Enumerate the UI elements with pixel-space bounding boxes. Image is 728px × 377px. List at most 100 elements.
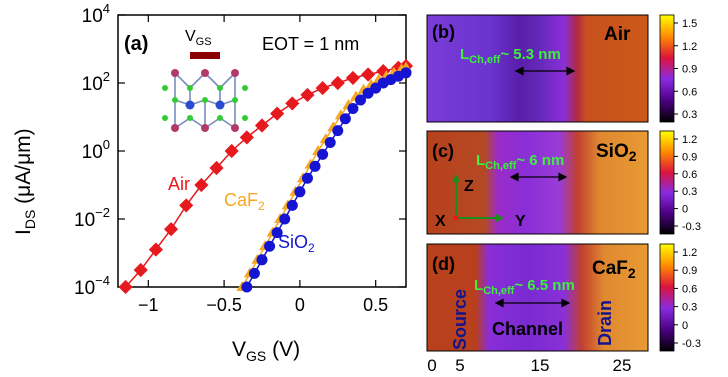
panel-b-medium: Air [604, 24, 631, 45]
x-axis-label: VGS (V) [232, 338, 300, 364]
x-tick-label: −1 [138, 295, 159, 315]
y-axis-icon-label: Y [515, 213, 526, 230]
heatmap-c [426, 130, 649, 235]
x-axis-icon-label: X [435, 213, 446, 230]
data-point-air [254, 118, 270, 133]
data-point-air [133, 262, 148, 278]
data-point-sio2 [332, 125, 344, 137]
panel-d-x-tick-label: 25 [613, 356, 632, 375]
data-point-sio2 [301, 172, 313, 184]
panel-c: (c) SiO2 LCh,eff~ 6 nm Z X Y 1.2 0.9 0.6 0.… [426, 130, 701, 235]
panel-b-label: (b) [432, 22, 455, 42]
data-point-air [361, 67, 376, 82]
colorbar-c [659, 130, 675, 235]
colorbar-tick-label: 1.5 [682, 18, 697, 30]
data-point-sio2 [264, 240, 276, 252]
colorbar-tick-label: 0.6 [682, 169, 697, 181]
colorbar-d [659, 243, 675, 352]
x-tick-label: −0.5 [206, 295, 242, 315]
data-point-air [179, 198, 194, 213]
colorbar-tick-label: 0.9 [682, 265, 697, 277]
data-point-air [163, 222, 179, 237]
data-point-sio2 [347, 103, 359, 114]
data-point-sio2 [400, 67, 412, 79]
panel-d-medium: CaF2 [592, 258, 636, 281]
data-point-sio2 [256, 254, 268, 266]
panel-c-lch: LCh,eff~ 6 nm [476, 152, 564, 172]
colorbar-b [659, 14, 675, 123]
tick-labels: −1 −0.5 0 0.5 10−4 10−2 100 102 104 [74, 1, 388, 315]
data-point-sio2 [339, 113, 351, 125]
data-point-air [194, 177, 209, 193]
data-series [118, 58, 414, 295]
channel-label: Channel [492, 319, 563, 339]
colorbar-tick-label: 0.3 [682, 186, 697, 198]
colorbar-tick-label: -0.3 [682, 338, 701, 350]
data-point-air [148, 242, 163, 257]
x-tick-label: 0 [295, 295, 305, 315]
colorbar-b-ticks: 1.5 1.2 0.9 0.6 0.3 [674, 18, 697, 121]
series-line-caf2 [241, 66, 407, 288]
colorbar-tick-label: 0.3 [682, 109, 697, 121]
y-tick-label: 104 [82, 1, 110, 27]
air-curve-label: Air [168, 174, 190, 194]
colorbar-tick-label: 0.3 [682, 302, 697, 314]
panel-b-lch: LCh,eff~ 5.3 nm [460, 46, 561, 66]
panel-d-label: (d) [432, 254, 455, 274]
colorbar-tick-label: 0.9 [682, 64, 697, 76]
colorbar-d-ticks: 1.2 0.9 0.6 0.3 0 -0.3 [674, 247, 701, 350]
data-point-sio2 [294, 186, 306, 198]
y-axis-label: IDS (μA/μm) [12, 128, 38, 235]
panel-d-x-tick-label: 5 [455, 356, 464, 375]
vgs-gate-label: VGS [185, 28, 212, 48]
series-line-sio2 [246, 72, 407, 288]
data-point-sio2 [324, 137, 336, 148]
heatmap-d [426, 243, 649, 352]
eot-label: EOT = 1 nm [262, 34, 359, 54]
heatmap-b [426, 14, 649, 123]
data-point-sio2 [248, 267, 260, 279]
data-point-air [330, 75, 345, 91]
y-tick-label: 10−2 [74, 205, 110, 231]
drain-label: Drain [595, 300, 615, 346]
y-tick-label: 10−4 [74, 273, 110, 299]
data-point-air [209, 160, 224, 176]
colorbar-tick-label: 1.2 [682, 134, 697, 146]
source-label: Source [450, 289, 470, 350]
colorbar-tick-label: 0.6 [682, 86, 697, 98]
panel-c-label: (c) [432, 141, 454, 161]
y-tick-label: 100 [82, 137, 110, 163]
data-point-air [239, 130, 254, 145]
panel-d-x-ticks: 0 5 15 25 [427, 356, 631, 375]
panel-d-x-tick-label: 0 [427, 356, 436, 375]
panel-d-lch: LCh,eff~ 6.5 nm [474, 277, 575, 297]
gate-bar [190, 52, 220, 59]
data-point-air [224, 143, 239, 159]
z-axis-label: Z [464, 178, 474, 195]
colorbar-tick-label: 0.9 [682, 151, 697, 163]
data-point-sio2 [271, 227, 283, 239]
data-point-air [345, 70, 361, 85]
data-point-sio2 [355, 94, 367, 106]
data-point-sio2 [279, 213, 291, 225]
data-point-sio2 [317, 148, 329, 160]
colorbar-tick-label: 0 [682, 320, 688, 332]
data-point-sio2 [241, 281, 253, 293]
x-tick-label: 0.5 [363, 295, 388, 315]
colorbar-tick-label: 0 [682, 204, 688, 216]
y-tick-label: 102 [82, 69, 110, 95]
panel-c-medium: SiO2 [596, 141, 637, 164]
panel-d-x-tick-label: 15 [531, 356, 550, 375]
caf2-curve-label: CaF2 [224, 190, 265, 213]
axes-icon: Z X Y [435, 174, 526, 230]
colorbar-tick-label: 0.6 [682, 283, 697, 295]
data-point-air [315, 81, 330, 96]
panel-a: −1 −0.5 0 0.5 10−4 10−2 100 102 104 (a) EOT = 1 … [12, 1, 414, 364]
sio2-curve-label: SiO2 [278, 232, 315, 255]
data-point-air [285, 96, 300, 111]
data-point-sio2 [286, 199, 298, 211]
data-point-air [300, 87, 315, 102]
lattice-atoms [162, 69, 248, 132]
double-arrow [509, 172, 568, 182]
